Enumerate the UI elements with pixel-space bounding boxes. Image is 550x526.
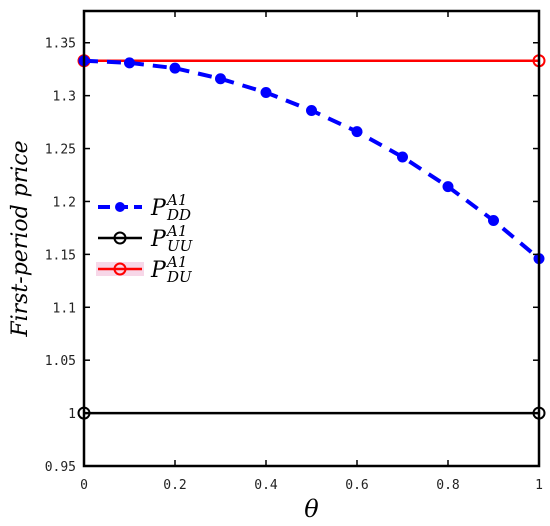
y-tick-label: 1.25 [45,143,76,158]
legend-marker [113,231,127,245]
x-tick-label: 1 [535,478,543,493]
y-axis-label: First-period price [8,140,33,337]
legend-item-uu: PA1 UU [98,222,194,255]
legend-label-sup: A1 [165,222,187,240]
legend-label-sub: DU [166,268,193,286]
legend-item-du: PA1 DU [96,253,193,286]
legend-label: PA1 UU [150,222,194,255]
x-tick-label: 0.6 [345,478,368,493]
data-point-dd [488,215,499,227]
data-point-dd [351,126,363,138]
legend-item-dd: PA1 DD [98,191,191,224]
x-axis-label: θ [304,495,319,523]
axes-box [82,9,541,468]
data-point-dd [169,62,181,74]
legend-label-sup: A1 [165,253,187,271]
data-point-dd [260,86,272,98]
y-tick-label: 1.35 [45,37,76,52]
x-tick-label: 0 [80,478,88,493]
legend-label: PA1 DU [150,253,193,286]
legend-label-sub: DD [166,206,191,224]
y-tick-label: 1.05 [45,354,76,369]
plot-area [84,11,539,466]
y-tick-label: 1.1 [53,301,76,316]
legend-label: PA1 DD [150,191,191,224]
y-tick-label: 0.95 [45,460,76,475]
x-tick-label: 0.8 [436,478,459,493]
legend-label-main: P [150,227,167,252]
legend-label-main: P [150,258,167,283]
legend-marker [113,262,127,276]
y-tick-label: 1.3 [53,90,76,105]
legend-label-sup: A1 [165,191,187,209]
legend-label-main: P [150,196,167,221]
x-tick-label: 0.2 [163,478,186,493]
data-point-dd [306,104,317,116]
x-tick-label: 0.4 [254,478,278,493]
data-point-dd [442,181,454,193]
y-tick-label: 1.2 [53,195,76,210]
data-point-dd [397,151,408,163]
legend-marker [115,202,125,212]
legend-label-sub: UU [167,237,194,255]
y-tick-label: 1 [68,407,76,422]
data-point-dd [124,57,135,69]
data-point-dd [215,73,226,85]
y-tick-label: 1.15 [45,248,76,263]
